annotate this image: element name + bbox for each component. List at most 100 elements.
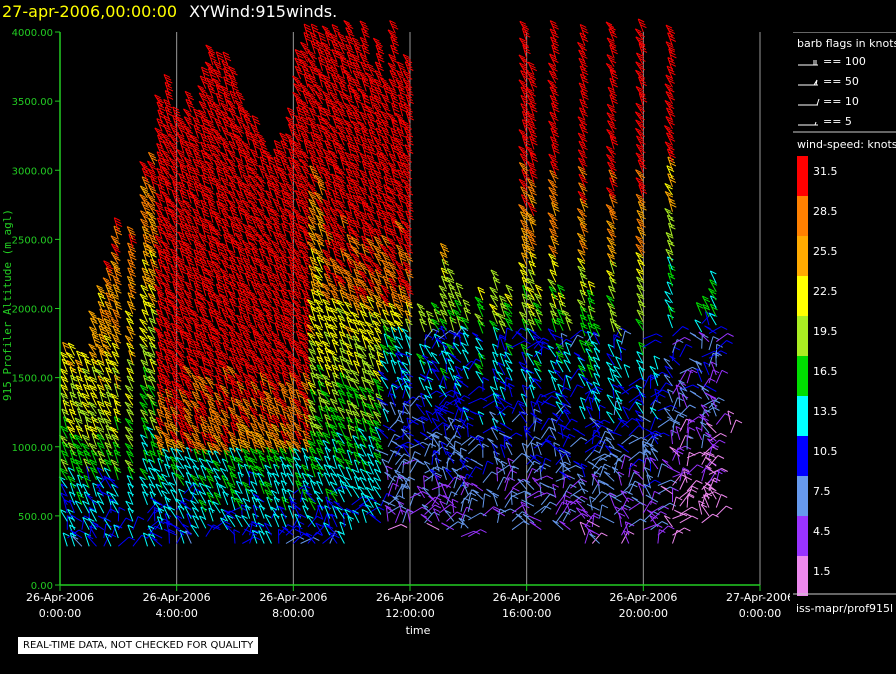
wind-barb [160,490,170,503]
wind-barb [359,302,368,316]
wind-barb [204,318,216,331]
wind-barb [708,288,717,301]
wind-barb [96,400,106,414]
wind-barb [533,393,547,407]
wind-barb [237,430,247,445]
wind-barb [81,434,90,448]
wind-barb [540,341,549,356]
wind-barb [336,74,347,88]
wind-barb [213,417,224,431]
wind-barb [245,131,254,146]
wind-barb [235,347,246,362]
wind-barb [248,182,259,196]
wind-barb [387,211,398,225]
wind-barb [184,148,195,163]
wind-barb [606,253,616,266]
wind-barb [346,184,356,199]
wind-barb [329,207,340,221]
wind-barb [360,61,370,76]
wind-barb [263,340,274,353]
wind-barb [396,128,406,142]
wind-barb [257,364,267,378]
wind-barb [228,215,238,229]
wind-barb [577,41,588,55]
wind-barb [576,207,587,221]
wind-barb [705,465,717,475]
wind-barb [75,425,84,439]
wind-barb [155,201,165,215]
wind-barb [204,61,215,74]
wind-barb [581,376,593,387]
wind-barb [164,206,173,221]
wind-barb [279,298,289,312]
wind-barb [329,215,340,229]
wind-barb [605,436,615,449]
wind-barb [194,323,203,338]
wind-barb [577,249,586,262]
wind-barb [599,492,617,503]
wind-barb [329,132,340,146]
wind-barb [352,260,363,275]
wind-barb [89,425,98,439]
wind-barb [214,366,224,381]
wind-barb [206,134,217,149]
wind-barb [452,309,462,322]
wind-barb [182,523,192,536]
wind-barb [59,351,68,365]
wind-barb [248,166,259,179]
wind-barb [402,78,413,92]
wind-barb [113,217,123,232]
wind-barb [321,166,332,179]
wind-barb [430,302,440,315]
wind-barb [638,366,646,381]
wind-barb [548,244,559,258]
wind-barb [401,178,412,192]
wind-barb [403,194,413,208]
wind-barb [248,348,259,362]
wind-barb [149,531,163,539]
wind-barb [674,409,688,417]
wind-barb [373,344,382,358]
wind-barb [636,276,645,290]
wind-barb [117,536,136,547]
wind-barb [161,373,172,387]
wind-barb [219,202,230,215]
wind-barb [204,185,215,199]
wind-barb [533,318,543,331]
wind-barb [367,195,377,210]
wind-barb [182,407,193,420]
wind-barb [561,402,571,414]
wind-barb [667,388,674,403]
wind-barb [146,160,157,174]
wind-barb [292,299,303,312]
wind-barb [336,307,345,320]
wind-barb [394,345,404,358]
wind-barb [74,434,83,448]
wind-barb [391,293,400,308]
wind-barb [578,182,588,196]
wind-barb [524,491,532,507]
wind-barb [322,207,333,221]
wind-barb [67,467,76,481]
wind-barb [472,489,484,500]
wind-barb [183,298,194,312]
wind-barb [550,417,558,432]
wind-barb [424,504,442,515]
wind-barb [314,67,325,80]
wind-barb [373,501,382,515]
wind-barb [631,496,644,506]
wind-barb [155,209,166,224]
wind-barb [234,456,243,470]
wind-barb [366,237,376,251]
wind-barb [220,351,230,365]
wind-barb [197,300,208,313]
wind-barb [324,189,334,204]
wind-barb [221,309,231,323]
wind-barb [294,264,304,279]
wind-barb [460,530,481,538]
wind-barb [190,474,199,488]
wind-barb [315,198,326,212]
wind-barb [241,324,252,337]
wind-barb [270,215,281,229]
wind-barb [703,384,717,392]
